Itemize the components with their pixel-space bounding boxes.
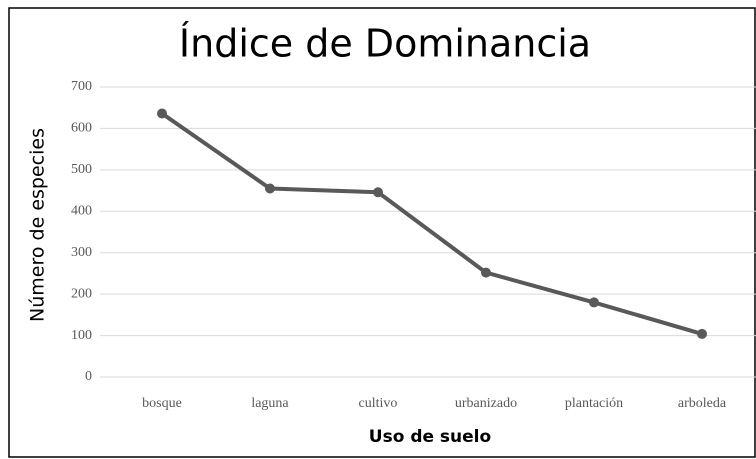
x-tick-label: plantación [565, 396, 623, 411]
x-tick-label: cultivo [359, 396, 398, 411]
y-tick-label: 0 [85, 369, 92, 384]
y-tick-label: 500 [71, 162, 92, 177]
y-tick-label: 300 [71, 245, 92, 260]
data-point [373, 187, 383, 198]
data-point [481, 267, 491, 278]
x-tick-label: bosque [142, 396, 182, 411]
x-tick-label: laguna [251, 396, 289, 411]
x-axis-label: Uso de suelo [369, 427, 491, 447]
y-tick-label: 600 [71, 121, 92, 136]
data-point [589, 297, 599, 308]
x-tick-label: arboleda [678, 396, 727, 411]
y-tick-label: 100 [71, 328, 92, 343]
chart-frame [8, 7, 756, 458]
data-point [265, 183, 275, 194]
data-line [160, 111, 703, 336]
y-tick-label: 400 [71, 204, 92, 219]
y-tick-label: 700 [71, 79, 92, 94]
y-axis-label: Número de especies [27, 128, 49, 322]
x-tick-label: urbanizado [455, 396, 517, 411]
y-tick-label: 200 [71, 286, 92, 301]
chart-title: Índice de Dominancia [179, 22, 591, 66]
data-point [697, 328, 707, 339]
data-point [157, 108, 167, 119]
